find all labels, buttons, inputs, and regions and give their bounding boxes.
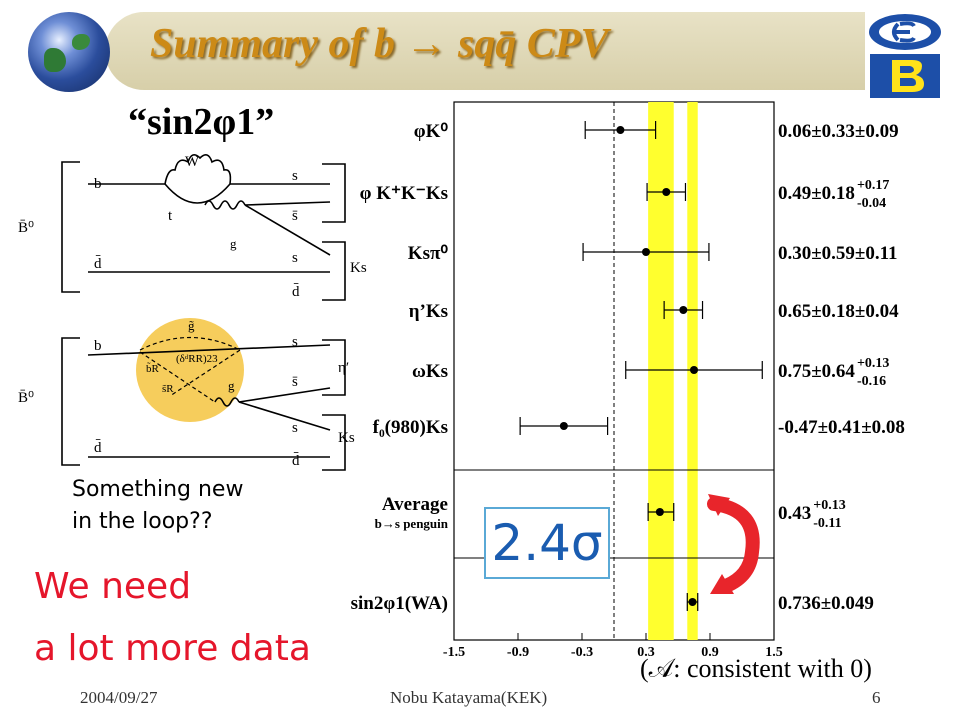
row-label-2: φ K⁺K⁻Ks <box>360 183 448 204</box>
result-value-6: -0.47±0.41±0.08 <box>778 417 905 438</box>
dbar-quark-label-2: d̄ <box>292 453 300 469</box>
data-point-7 <box>655 508 664 516</box>
note-text: Something new in the loop?? <box>72 474 243 538</box>
s-quark-label-3: s <box>292 334 298 350</box>
x-tick-label-6: 1.5 <box>765 645 783 660</box>
note-line-1: Something new <box>72 477 244 502</box>
result-sup-5: +0.13 <box>857 356 889 371</box>
bottom-diagram: g̃ b d̄ B̄⁰ b̃R s̃R (δᵈRR)23 g s s̄ s d̄… <box>18 318 355 471</box>
b0-meson-label-2: B̄⁰ <box>18 390 34 406</box>
row-sublabel-7: b→s penguin <box>375 516 449 531</box>
result-sup-2: +0.17 <box>857 178 889 193</box>
row-label-8: sin2φ1(WA) <box>351 593 448 614</box>
footer-page-number: 6 <box>872 688 881 707</box>
squark-sr-label: s̃R <box>162 383 174 395</box>
result-sub-5: -0.16 <box>857 374 886 389</box>
x-tick-label-2: -0.9 <box>507 645 529 660</box>
data-point-2 <box>662 188 671 196</box>
sbar-quark-label: s̄ <box>292 208 298 224</box>
gluon-label: g <box>230 236 237 251</box>
data-point-8 <box>688 598 697 606</box>
ks-label: Ks <box>350 260 367 276</box>
eta-prime-label: η′ <box>338 360 349 376</box>
slide-title: Summary of b → sqq̄ CPV <box>150 21 609 67</box>
b-quark-label-2: b <box>94 338 102 354</box>
x-tick-label-4: 0.3 <box>637 645 655 660</box>
result-value-5: 0.75±0.64 <box>778 361 855 382</box>
result-value-7: 0.43 <box>778 503 811 524</box>
result-value-1: 0.06±0.33±0.09 <box>778 121 899 142</box>
s-quark-label: s <box>292 168 298 184</box>
gluino-label: g̃ <box>188 318 195 333</box>
globe-logo <box>28 12 110 92</box>
result-sup-7: +0.13 <box>813 498 845 513</box>
footer-date: 2004/09/27 <box>80 688 158 707</box>
delta-insertion-label: (δᵈRR)23 <box>176 353 218 365</box>
w-boson-label: W <box>185 154 200 170</box>
result-value-3: 0.30±0.59±0.11 <box>778 243 898 264</box>
squark-br-label: b̃R <box>146 361 160 375</box>
ks-label-2: Ks <box>338 430 355 446</box>
row-label-7: Average <box>382 494 448 515</box>
curved-arrow-icon <box>707 494 760 594</box>
result-sub-7: -0.11 <box>813 516 841 531</box>
data-point-3 <box>642 248 650 256</box>
need-more-data-line-2: a lot more data <box>34 628 311 669</box>
top-diagram: W t g b d̄ B̄⁰ s s̄ s d̄ Ks <box>18 154 367 301</box>
s-quark-label-4: s <box>292 420 298 436</box>
need-more-data-line-1: We need <box>34 566 192 607</box>
b0-meson-label: B̄⁰ <box>18 220 34 236</box>
result-value-8: 0.736±0.049 <box>778 593 874 614</box>
top-quark-label: t <box>168 208 173 224</box>
x-tick-label-5: 0.9 <box>701 645 719 660</box>
gluon-label-2: g <box>228 378 235 393</box>
row-label-3: Ksπ⁰ <box>408 243 449 264</box>
consistent-note: (𝒜: consistent with 0) <box>640 654 872 683</box>
significance-box: 2.4σ <box>484 507 610 579</box>
row-label-4: η’Ks <box>409 301 448 322</box>
x-tick-label-1: -1.5 <box>443 645 465 660</box>
result-value-2: 0.49±0.18 <box>778 183 855 204</box>
data-point-4 <box>679 306 688 314</box>
sbar-quark-label-2: s̄ <box>292 374 298 390</box>
row-label-1: φK⁰ <box>414 121 449 142</box>
d-quark-label-2: d̄ <box>94 440 102 456</box>
feynman-diagrams: W t g b d̄ B̄⁰ s s̄ s d̄ Ks g̃ b d̄ B̄⁰ … <box>18 154 367 471</box>
footer-author: Nobu Katayama(KEK) <box>390 688 548 707</box>
data-point-5 <box>690 366 698 374</box>
d-quark-label: d̄ <box>94 256 102 272</box>
row-label-5: ωKs <box>412 361 448 382</box>
title-bar <box>105 12 865 90</box>
dbar-quark-label: d̄ <box>292 284 300 300</box>
belle-logo <box>869 14 941 98</box>
x-tick-label-3: -0.3 <box>571 645 593 660</box>
row-label-6: f₀(980)Ks <box>373 417 448 438</box>
sin2phi1-heading: “sin2φ1” <box>128 101 275 143</box>
result-sub-2: -0.04 <box>857 196 886 211</box>
note-line-2: in the loop?? <box>72 509 213 534</box>
b-quark-label: b <box>94 176 102 192</box>
data-point-1 <box>616 126 625 134</box>
data-point-6 <box>559 422 568 430</box>
s2-quark-label: s <box>292 250 298 266</box>
cpv-summary-chart: φK⁰ φ K⁺K⁻Ks Ksπ⁰ η’Ks ωKs f₀(980)Ks Averageb→… <box>351 101 905 660</box>
yellow-band-1 <box>648 102 674 640</box>
result-value-4: 0.65±0.18±0.04 <box>778 301 899 322</box>
